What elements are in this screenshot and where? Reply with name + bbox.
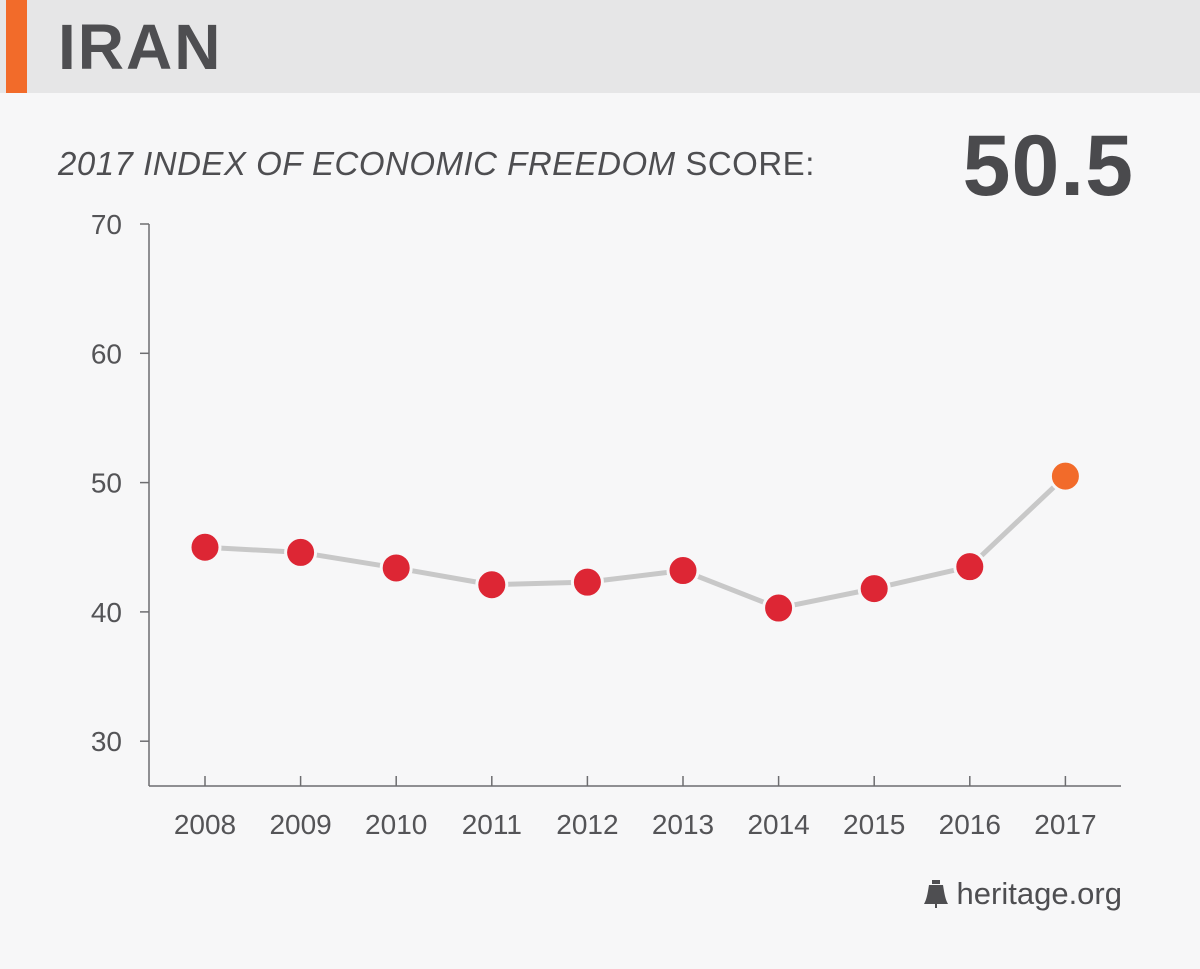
score-label-suffix: SCORE:: [675, 145, 815, 182]
x-tick-label: 2014: [747, 809, 809, 840]
header-band: [0, 0, 1200, 93]
score-label-index: 2017 INDEX OF ECONOMIC FREEDOM: [58, 145, 676, 182]
data-point: [666, 554, 700, 588]
data-point: [379, 551, 413, 585]
x-tick-label: 2013: [652, 809, 714, 840]
x-tick-label: 2017: [1034, 809, 1096, 840]
data-point: [475, 568, 509, 602]
score-value: 50.5: [962, 118, 1134, 214]
data-point: [570, 565, 604, 599]
x-tick-label: 2016: [939, 809, 1001, 840]
series-line: [204, 474, 1068, 611]
x-tick-label: 2010: [365, 809, 427, 840]
data-point: [762, 591, 796, 625]
accent-bar: [6, 0, 27, 93]
liberty-bell-icon: [923, 880, 948, 908]
footer-site-text: heritage.org: [956, 876, 1122, 911]
x-tick-label: 2015: [843, 809, 905, 840]
data-point: [857, 572, 891, 606]
y-tick-label: 40: [91, 597, 122, 628]
country-title: IRAN: [58, 11, 223, 83]
x-tick-label: 2009: [269, 809, 331, 840]
data-point-highlight: [1048, 459, 1082, 493]
x-tick-label: 2012: [556, 809, 618, 840]
footer-source[interactable]: heritage.org: [923, 876, 1122, 912]
data-point: [953, 550, 987, 584]
y-tick-label: 30: [91, 726, 122, 757]
y-tick-label: 60: [91, 338, 122, 369]
y-tick-label: 70: [91, 209, 122, 240]
score-label: 2017 INDEX OF ECONOMIC FREEDOM SCORE:: [58, 145, 815, 183]
x-tick-label: 2008: [174, 809, 236, 840]
y-tick-label: 50: [91, 468, 122, 499]
x-tick-label: 2011: [462, 809, 522, 840]
data-point: [284, 535, 318, 569]
data-point: [188, 530, 222, 564]
